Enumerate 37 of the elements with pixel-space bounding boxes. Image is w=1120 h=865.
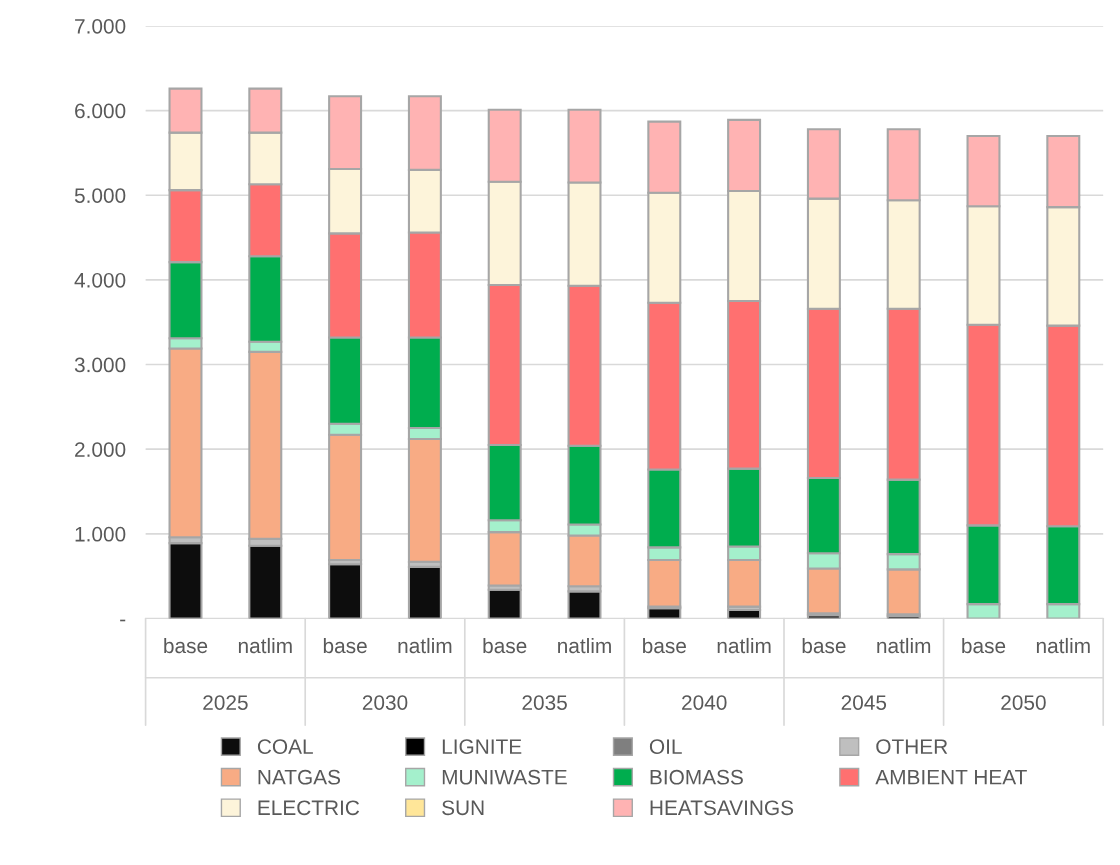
legend-label: LIGNITE (442, 739, 522, 754)
text: 2050 (1001, 695, 1046, 710)
y-tick-label: 5.000 (74, 188, 126, 203)
x-tick-label: base (483, 637, 527, 654)
legend-label: MUNIWASTE (442, 769, 567, 785)
y-tick-label: 6.000 (75, 103, 126, 119)
y-tick-label: 3.000 (74, 357, 126, 373)
x-tick-label: base (164, 637, 208, 654)
x-tick-label: natlim (877, 637, 931, 654)
y-tick-label: 4.000 (74, 272, 126, 288)
x-tick-label: natlim (558, 637, 611, 654)
x-tick-label: natlim (398, 637, 452, 654)
x-tick-label: base (323, 637, 367, 654)
legend-label: AMBIENT HEAT (875, 770, 1027, 785)
legend-label: OIL (649, 739, 682, 754)
y-tick-label: 2.000 (75, 442, 126, 457)
x-tick-label: natlim (1036, 637, 1090, 654)
legend-label: HEATSAVINGS (650, 800, 794, 816)
text: 2035 (522, 695, 567, 710)
y-tick-label: 1.000 (75, 526, 126, 542)
y-tick-label: 7.000 (75, 18, 126, 34)
legend-label: BIOMASS (650, 769, 743, 785)
y-tick-label: - (120, 619, 126, 622)
x-tick-label: natlim (717, 637, 771, 654)
legend-label: SUN (442, 800, 484, 816)
legend-label: OTHER (876, 739, 948, 754)
text: 2040 (682, 695, 727, 710)
x-tick-label: natlim (238, 637, 292, 654)
text: 2025 (203, 695, 248, 710)
text: 2045 (841, 695, 887, 710)
legend-label: COAL (257, 739, 313, 754)
x-tick-label: base (962, 637, 1006, 654)
x-tick-label: base (802, 637, 846, 654)
text: 2030 (362, 695, 408, 710)
x-tick-label: base (643, 637, 686, 654)
legend-label: ELECTRIC (258, 800, 360, 816)
legend-label: NATGAS (258, 769, 341, 785)
